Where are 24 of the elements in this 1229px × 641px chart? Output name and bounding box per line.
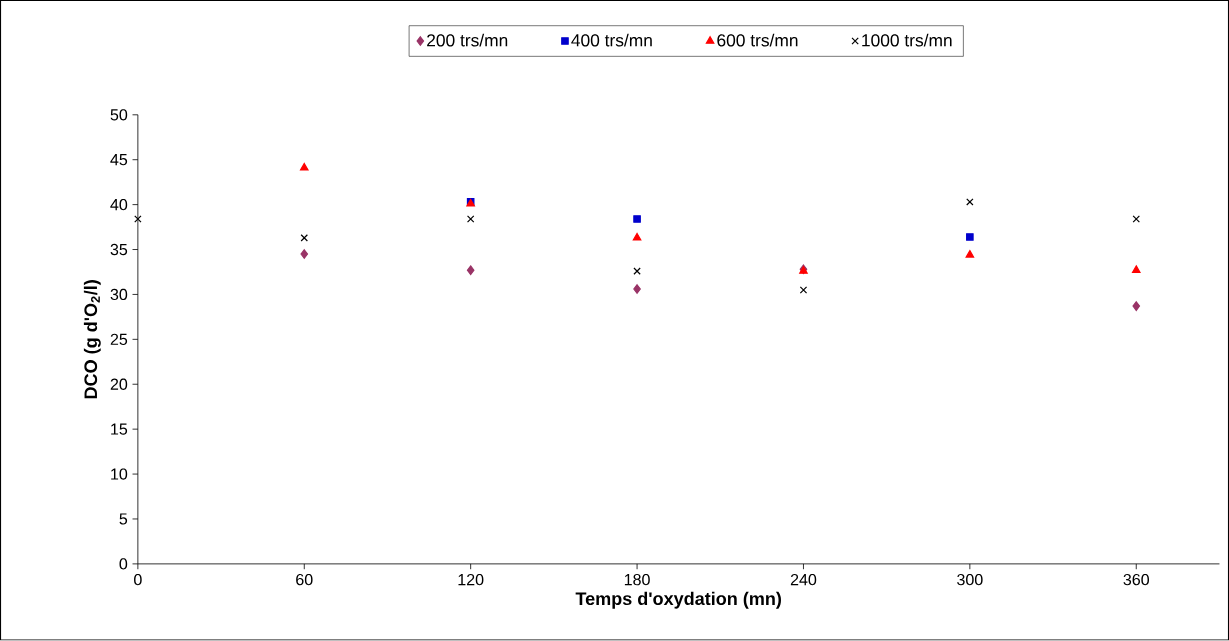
y-tick-label: 0 <box>119 558 128 570</box>
y-tick-label: 50 <box>110 109 128 121</box>
y-tick-label: 35 <box>110 244 128 256</box>
x-tick-label: 120 <box>458 574 484 586</box>
x-tick-label: 60 <box>296 574 313 586</box>
y-tick-label: 30 <box>110 288 128 301</box>
y-tick-label: 45 <box>110 154 128 166</box>
x-tick-label: 180 <box>624 574 650 586</box>
y-tick-label: 25 <box>110 333 128 346</box>
x-tick-label: 360 <box>1123 574 1150 586</box>
legend-label: 600 trs/mn <box>717 33 798 47</box>
legend-label: 200 trs/mn <box>427 33 508 47</box>
x-axis-title: Temps d'oxydation (mn) <box>575 592 781 609</box>
x-tick-label: 240 <box>790 574 817 586</box>
y-tick-label: 5 <box>119 513 128 525</box>
x-tick-label: 300 <box>957 574 983 586</box>
y-tick-label: 10 <box>111 468 128 480</box>
legend-label: 400 trs/mn <box>571 33 652 47</box>
x-tick-label: 0 <box>134 574 142 586</box>
y-tick-label: 20 <box>110 378 128 391</box>
y-tick-label: 15 <box>111 423 128 435</box>
y-axis-title: DCO (g d'O$_{2}$/l) <box>83 280 101 399</box>
y-tick-label: 40 <box>110 199 128 211</box>
legend-label: 1000 trs/mn <box>862 33 952 47</box>
